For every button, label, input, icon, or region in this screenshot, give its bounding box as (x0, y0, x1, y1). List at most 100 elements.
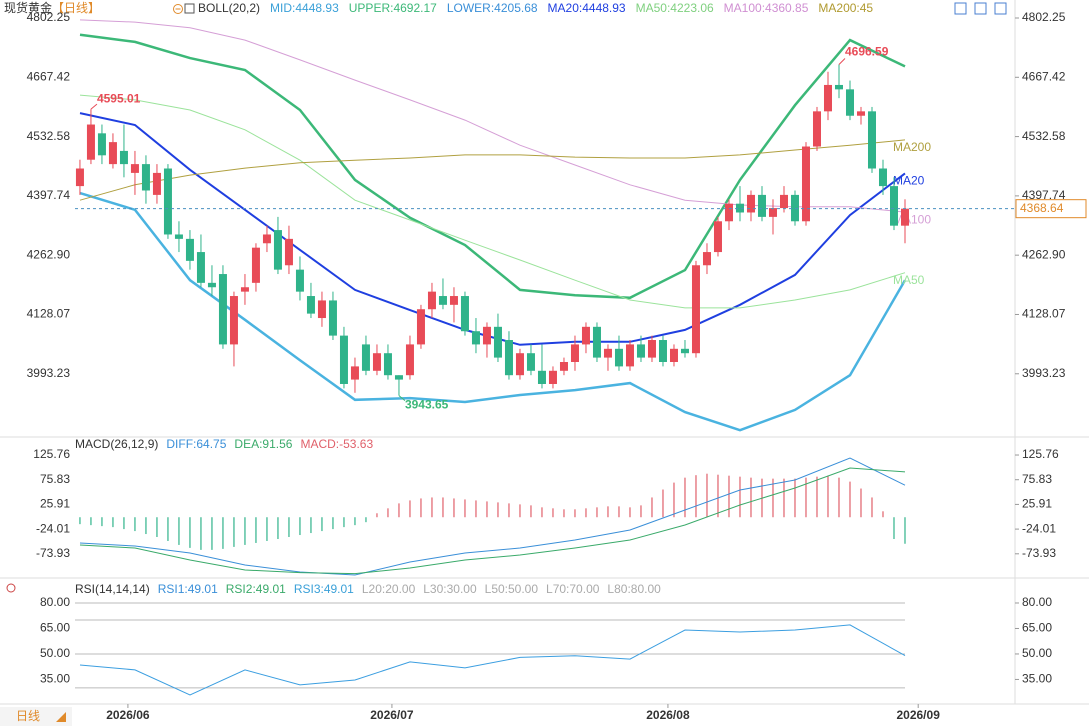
candle-body (614, 348, 623, 367)
candle-body (207, 282, 216, 288)
legend-entry: RSI1:49.01 (158, 582, 218, 596)
candle-body (86, 124, 95, 160)
legend-entry: DEA:91.56 (234, 437, 292, 451)
candle-body (647, 340, 656, 358)
collapse-icon[interactable] (173, 4, 183, 14)
candle-body (372, 353, 381, 371)
candle-body (867, 111, 876, 169)
y-tick-label: 4262.90 (1022, 247, 1066, 261)
candle-body (152, 172, 161, 195)
candle-body (130, 164, 139, 173)
indicator-icon[interactable] (184, 3, 195, 14)
candle-body (306, 296, 315, 314)
y-tick-label: -73.93 (36, 546, 70, 560)
last-price-label: 4368.64 (1020, 201, 1064, 215)
candle-body (801, 146, 810, 222)
button-arrow (56, 712, 66, 722)
candle-body (537, 370, 546, 384)
legend-entry: MA20:4448.93 (548, 1, 626, 15)
indicator-title: MACD(26,12,9) (75, 437, 158, 451)
candle-body (889, 186, 898, 226)
indicator-line (79, 467, 906, 575)
candle-body (108, 142, 117, 165)
candle-body (405, 344, 414, 376)
period-label: 【日线】 (52, 1, 100, 15)
y-tick-label: 4128.07 (1022, 307, 1066, 321)
legend-entry: MID:4448.93 (270, 1, 339, 15)
candle-body (97, 133, 106, 156)
legend-entry: RSI2:49.01 (226, 582, 286, 596)
candle-body (394, 375, 403, 380)
line-end-label: MA100 (893, 212, 931, 226)
candle-body (757, 194, 766, 217)
candle-body (174, 234, 183, 239)
period-button[interactable] (0, 707, 72, 726)
candle-body (383, 353, 392, 376)
y-tick-label: 125.76 (1022, 447, 1059, 461)
candle-body (449, 296, 458, 305)
legend-entry: MA100:4360.85 (724, 1, 809, 15)
y-tick-label: 75.83 (1022, 472, 1052, 486)
candle-body (185, 238, 194, 261)
candle-body (779, 194, 788, 209)
candle-body (471, 331, 480, 345)
y-tick-label: 80.00 (40, 595, 70, 609)
candle-body (284, 238, 293, 266)
indicator-line (79, 139, 906, 201)
candle-body (75, 168, 84, 187)
candle-body (636, 344, 645, 358)
indicator-line (79, 33, 906, 300)
y-tick-label: 4397.74 (27, 188, 71, 202)
legend-entry: UPPER:4692.17 (349, 1, 437, 15)
y-tick-label: 25.91 (1022, 497, 1052, 511)
candle-body (702, 252, 711, 266)
legend-entry: BOLL(20,2) (198, 1, 260, 15)
y-tick-label: 4667.42 (1022, 69, 1066, 83)
line-end-label: MA200 (893, 140, 931, 154)
candle-body (900, 208, 909, 226)
y-tick-label: -24.01 (36, 521, 70, 535)
annotation: 3943.65 (405, 398, 449, 412)
period-button-label: 日线 (16, 709, 40, 723)
last-price-tag (1015, 199, 1087, 219)
candle-body (592, 326, 601, 358)
annotation: 4595.01 (97, 91, 141, 105)
y-tick-label: 4802.25 (27, 10, 71, 24)
instrument-title: 现货黄金 (4, 0, 52, 15)
candle-body (691, 265, 700, 354)
legend-entry: MA50:4223.06 (636, 1, 714, 15)
candle-body (427, 291, 436, 310)
candle-body (515, 353, 524, 376)
candle-body (570, 344, 579, 363)
icon[interactable] (974, 2, 987, 15)
y-tick-label: -73.93 (1022, 546, 1056, 560)
y-tick-label: 50.00 (40, 646, 70, 660)
icon (6, 583, 16, 593)
icon[interactable] (954, 2, 967, 15)
candle-body (317, 300, 326, 319)
candle-body (878, 168, 887, 187)
candle-body (724, 203, 733, 222)
candle-body (669, 348, 678, 363)
legend-entry: L20:20.00 (362, 582, 416, 596)
candle-body (262, 234, 271, 244)
icon[interactable] (994, 2, 1007, 15)
y-tick-label: 3993.23 (27, 366, 71, 380)
candle-body (713, 221, 722, 253)
y-tick-label: 75.83 (40, 472, 70, 486)
settings-icon[interactable] (6, 583, 16, 593)
candle-body (845, 89, 854, 116)
indicator-line (79, 191, 907, 432)
candle-body (416, 309, 425, 345)
candle-body (559, 362, 568, 371)
candle-body (438, 296, 447, 305)
legend-entry: MACD:-53.63 (300, 437, 373, 451)
x-tick-label: 2026/09 (896, 708, 940, 722)
y-tick-label: 50.00 (1022, 646, 1052, 660)
candle-body (482, 326, 491, 345)
legend-entry: L50:50.00 (485, 582, 539, 596)
candle-body (460, 296, 469, 332)
legend-entry: RSI3:49.01 (294, 582, 354, 596)
y-tick-label: 4532.58 (27, 129, 71, 143)
